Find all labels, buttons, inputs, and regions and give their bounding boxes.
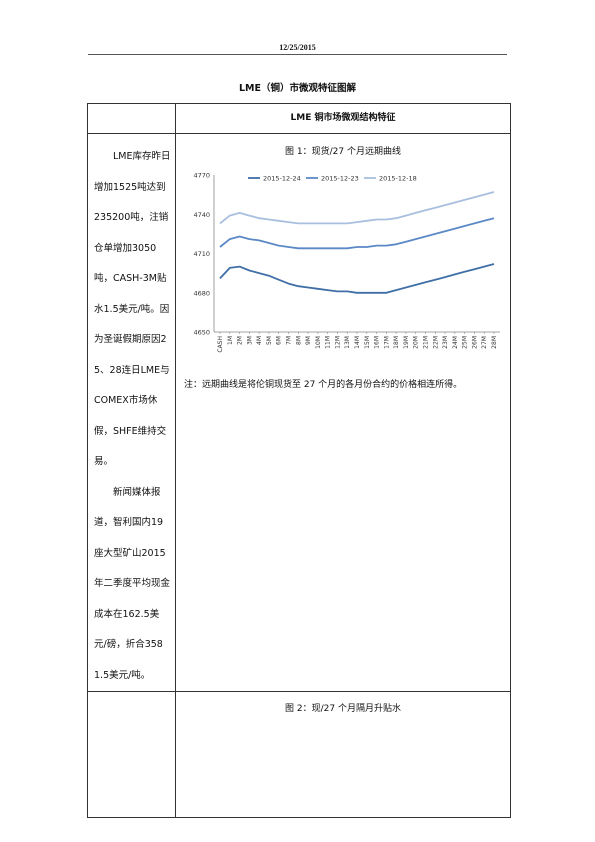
commentary-paragraph-1: LME库存昨日增加1525吨达到235200吨，注销仓单增加3050吨，CASH… (94, 151, 171, 467)
section-title-cell: LME 铜市场微观结构特征 (175, 103, 511, 134)
x-tick-label: 26M (471, 336, 478, 349)
figure1-caption: 图 1：现货/27 个月远期曲线 (285, 147, 401, 157)
table-cell-empty (87, 691, 176, 818)
legend-label-2015-12-18: 2015-12-18 (379, 175, 417, 183)
x-tick-label: 11M (325, 336, 332, 349)
series-line-2015-12-23 (219, 217, 495, 250)
forward-curve-chart: 4650 4680 4710 4740 4770 CASH 1M 2M 3M 4M 5M 6M 7M 8M… (186, 165, 508, 373)
y-tick-label: 4650 (193, 329, 210, 337)
x-tick-label: 14M (354, 336, 361, 349)
x-tick-label: 18M (393, 336, 400, 349)
commentary-cell: LME库存昨日增加1525吨达到235200吨，注销仓单增加3050吨，CASH… (87, 133, 176, 692)
x-tick-label: 21M (423, 336, 430, 349)
x-tick-label: 25M (462, 336, 469, 349)
x-tick-label: 16M (374, 336, 381, 349)
x-tick-label: 5M (266, 336, 273, 345)
y-tick-label: 4740 (193, 211, 210, 219)
x-tick-label: 2M (237, 336, 244, 345)
forward-curve-svg: 4650 4680 4710 4740 4770 CASH 1M 2M 3M 4M 5M 6M 7M 8M… (193, 172, 500, 353)
x-tick-label: 4M (256, 336, 263, 345)
figure1-cell: 图 1：现货/27 个月远期曲线 4650 4680 4710 4740 4770 CAS… (175, 133, 511, 692)
section-title: LME 铜市场微观结构特征 (290, 113, 396, 123)
legend-label-2015-12-24: 2015-12-24 (263, 175, 301, 183)
series-line-2015-12-24 (219, 263, 495, 294)
x-tick-label: 8M (295, 336, 302, 345)
series-line-2015-12-18 (219, 191, 495, 225)
y-tick-label: 4770 (193, 172, 210, 180)
figure2-cell: 图 2：现/27 个月隔月升贴水 (175, 691, 511, 818)
x-tick-label: 23M (442, 336, 449, 349)
table-cell-empty (87, 103, 176, 134)
x-tick-label: 22M (432, 336, 439, 349)
header-divider (88, 54, 507, 55)
x-tick-label: 13M (344, 336, 351, 349)
x-tick-label: 3M (246, 336, 253, 345)
x-tick-label: 19M (403, 336, 410, 349)
figure1-note: 注：远期曲线是将伦铜现货至 27 个月的各月份合约的价格相连所得。 (184, 380, 463, 390)
x-tick-label: 28M (491, 336, 498, 349)
commentary-paragraph-2: 新闻媒体报道，智利国内19座大型矿山2015年二季度平均现金成本在162.5美元… (94, 486, 171, 681)
x-tick-label: CASH (217, 336, 224, 353)
x-tick-label: 9M (305, 336, 312, 345)
x-tick-label: 12M (334, 336, 341, 349)
document-title: LME（铜）市微观特征图解 (239, 83, 356, 94)
x-tick-label: 27M (481, 336, 488, 349)
x-tick-label: 24M (452, 336, 459, 349)
commentary-text: LME库存昨日增加1525吨达到235200吨，注销仓单增加3050吨，CASH… (88, 134, 175, 691)
y-tick-label: 4680 (193, 289, 210, 297)
x-tick-label: 10M (315, 336, 322, 349)
x-tick-label: 7M (286, 336, 293, 345)
x-tick-label: 20M (413, 336, 420, 349)
x-tick-label: 1M (227, 336, 234, 345)
x-tick-label: 15M (364, 336, 371, 349)
figure2-caption: 图 2：现/27 个月隔月升贴水 (285, 704, 401, 714)
x-tick-label: 6M (276, 336, 283, 345)
y-tick-label: 4710 (193, 250, 210, 258)
content-table: LME 铜市场微观结构特征 LME库存昨日增加1525吨达到235200吨，注销… (87, 103, 511, 818)
legend-label-2015-12-23: 2015-12-23 (321, 175, 359, 183)
header-date: 12/25/2015 (279, 43, 316, 52)
x-tick-label: 17M (383, 336, 390, 349)
